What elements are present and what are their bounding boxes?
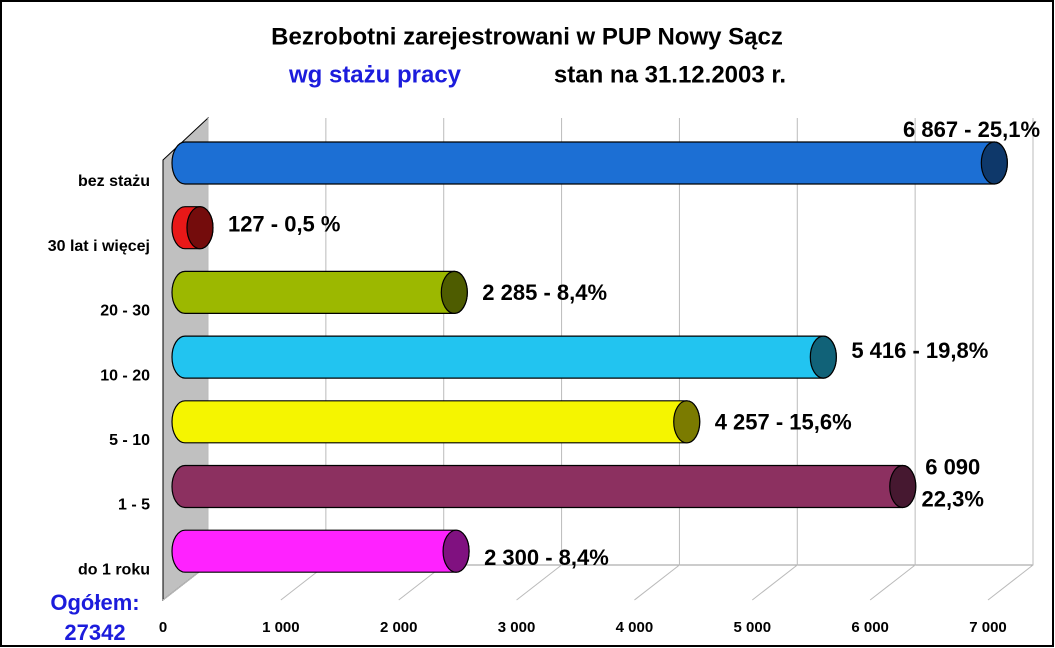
- chart-subtitle: wg stażu pracy: [288, 61, 462, 88]
- bar-cap: [440, 270, 468, 314]
- grid-line: [634, 118, 680, 601]
- y-tick-label: do 1 roku: [78, 561, 150, 578]
- grid-line: [751, 118, 798, 601]
- y-tick-label: 20 - 30: [100, 303, 150, 320]
- value-label-line: 22,3%: [922, 486, 984, 511]
- grid-line: [869, 118, 916, 601]
- x-tick-label: 2 000: [380, 619, 418, 636]
- bar-cap: [809, 335, 837, 379]
- chart-subtitle: stan na 31.12.2003 r.: [554, 61, 786, 88]
- bar: [171, 141, 1008, 185]
- x-tick-label: 1 000: [262, 619, 300, 636]
- x-tick-label: 0: [159, 619, 167, 636]
- bar-cap: [980, 141, 1008, 185]
- x-tick-label: 4 000: [616, 619, 654, 636]
- bar-cap: [889, 464, 917, 509]
- y-tick-label: 5 - 10: [109, 432, 150, 449]
- value-label: 4 257 - 15,6%: [715, 410, 852, 435]
- x-tick-label: 5 000: [734, 619, 772, 636]
- value-label: 6 867 - 25,1%: [903, 117, 1040, 142]
- value-label: 6 090 22,3%: [922, 454, 984, 511]
- value-label-line: 6 090: [925, 454, 980, 479]
- value-label: 127 - 0,5 %: [228, 212, 341, 237]
- bar: [171, 270, 468, 314]
- y-tick-label: 10 - 20: [100, 367, 150, 384]
- chart-title: Bezrobotni zarejestrowani w PUP Nowy Sąc…: [271, 23, 783, 50]
- grid-line: [516, 118, 563, 601]
- total-value: 27342: [64, 620, 125, 645]
- x-tick-label: 3 000: [498, 619, 536, 636]
- value-label: 5 416 - 19,8%: [851, 338, 988, 363]
- value-label: 2 285 - 8,4%: [482, 280, 607, 305]
- grid-line: [987, 118, 1034, 601]
- bar-cap: [186, 206, 214, 250]
- y-tick-label: 30 lat i więcej: [48, 238, 150, 255]
- y-tick-label: 1 - 5: [118, 497, 150, 514]
- bar: [171, 400, 701, 444]
- bar: [171, 529, 470, 573]
- y-tick-label: bez stażu: [78, 173, 150, 190]
- x-tick-label: 7 000: [969, 619, 1007, 636]
- bar-cap: [673, 400, 701, 444]
- x-tick-label: 6 000: [851, 619, 889, 636]
- value-label: 2 300 - 8,4%: [484, 545, 609, 570]
- total-label: Ogółem:: [50, 590, 139, 615]
- bar: [171, 335, 837, 379]
- bar: [171, 464, 917, 509]
- bar-cap: [442, 529, 470, 573]
